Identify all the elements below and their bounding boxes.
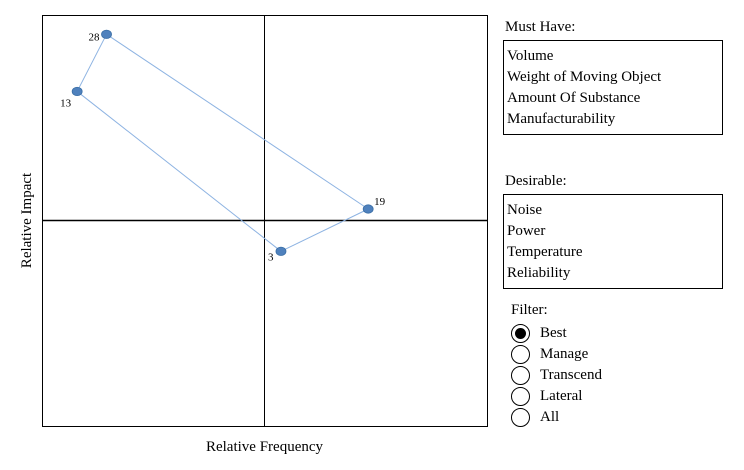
must-have-list: Volume Weight of Moving Object Amount Of… xyxy=(503,40,723,135)
must-have-item-weight: Weight of Moving Object xyxy=(507,69,662,85)
desirable-item-noise: Noise xyxy=(507,202,542,218)
data-point-28 xyxy=(101,29,112,39)
radio-best[interactable] xyxy=(511,324,530,343)
filter-option-transcend[interactable]: Transcend xyxy=(511,365,602,386)
desirable-item-power: Power xyxy=(507,223,546,239)
must-have-item-manufacturability: Manufacturability xyxy=(507,111,616,127)
filter-option-best[interactable]: Best xyxy=(511,323,602,344)
radio-transcend[interactable] xyxy=(511,366,530,385)
data-point-19 xyxy=(362,204,374,214)
desirable-heading: Desirable: xyxy=(505,173,567,189)
must-have-heading: Must Have: xyxy=(505,19,576,35)
connector-line xyxy=(106,33,369,210)
filter-option-all[interactable]: All xyxy=(511,407,602,428)
data-point-3 xyxy=(275,246,287,256)
filter-label-lateral: Lateral xyxy=(540,388,583,404)
connector-line xyxy=(280,208,369,252)
point-label-3: 3 xyxy=(268,251,274,263)
y-axis-label: Relative Impact xyxy=(19,172,35,268)
filter-label-manage: Manage xyxy=(540,346,589,362)
filter-radio-group: Best Manage Transcend Lateral All xyxy=(511,323,602,428)
data-point-13 xyxy=(71,86,83,97)
point-label-19: 19 xyxy=(374,196,386,208)
desirable-item-reliability: Reliability xyxy=(507,265,571,281)
connector-line xyxy=(76,34,107,92)
filter-option-lateral[interactable]: Lateral xyxy=(511,386,602,407)
must-have-item-volume: Volume xyxy=(507,48,554,64)
radio-all[interactable] xyxy=(511,408,530,427)
filter-label-transcend: Transcend xyxy=(540,367,602,383)
radio-lateral[interactable] xyxy=(511,387,530,406)
desirable-list: Noise Power Temperature Reliability xyxy=(503,194,723,289)
filter-label-best: Best xyxy=(540,325,567,341)
must-have-item-substance: Amount Of Substance xyxy=(507,90,641,106)
x-axis-label: Relative Frequency xyxy=(206,439,324,455)
connector-line xyxy=(76,91,282,252)
filter-title: Filter: xyxy=(511,302,548,318)
point-label-13: 13 xyxy=(60,97,72,109)
filter-label-all: All xyxy=(540,409,560,425)
radio-manage[interactable] xyxy=(511,345,530,364)
desirable-item-temperature: Temperature xyxy=(507,244,583,260)
filter-option-manage[interactable]: Manage xyxy=(511,344,602,365)
point-label-28: 28 xyxy=(89,31,101,43)
